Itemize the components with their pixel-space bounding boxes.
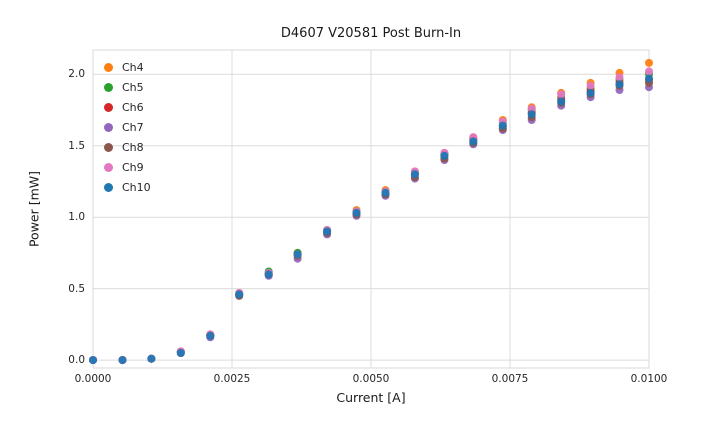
legend-marker-icon (104, 143, 113, 152)
y-tick-label: 0.5 (68, 282, 85, 295)
x-tick-label: 0.0100 (630, 373, 668, 385)
scatter-point-ch9 (615, 73, 624, 82)
legend-item-ch5: Ch5 (104, 81, 151, 94)
scatter-point-ch10 (381, 188, 390, 197)
scatter-point-ch10 (352, 208, 361, 217)
legend-marker-icon (104, 103, 113, 112)
scatter-point-ch9 (586, 81, 595, 90)
legend-item-ch10: Ch10 (104, 181, 151, 194)
scatter-point-ch10 (176, 349, 185, 357)
scatter-point-ch10 (527, 110, 536, 119)
legend-item-ch4: Ch4 (104, 61, 151, 74)
legend-marker-icon (104, 83, 113, 92)
legend-marker-icon (104, 123, 113, 132)
x-tick-label: 0.0025 (213, 373, 251, 385)
legend-label: Ch4 (122, 61, 144, 74)
legend-item-ch8: Ch8 (104, 141, 151, 154)
chart-legend: Ch4 Ch5 Ch6 Ch7 Ch8 Ch9 Ch10 (104, 61, 151, 194)
scatter-point-ch9 (645, 67, 653, 76)
scatter-point-ch10 (89, 356, 97, 365)
scatter-point-ch10 (293, 250, 302, 259)
scatter-point-ch10 (235, 290, 244, 299)
legend-item-ch6: Ch6 (104, 101, 151, 114)
scatter-point-ch10 (440, 151, 449, 160)
legend-label: Ch5 (122, 81, 144, 94)
scatter-point-ch10 (586, 88, 595, 97)
x-tick-label: 0.0000 (74, 373, 112, 385)
legend-label: Ch8 (122, 141, 144, 154)
legend-label: Ch10 (122, 181, 151, 194)
scatter-point-ch10 (645, 74, 653, 83)
x-tick-label: 0.0075 (491, 373, 529, 385)
y-tick-label: 1.0 (68, 211, 85, 224)
scatter-point-ch10 (206, 331, 215, 340)
scatter-point-ch4 (645, 58, 653, 67)
x-axis-label: Current [A] (336, 390, 406, 405)
legend-marker-icon (104, 63, 113, 72)
legend-label: Ch6 (122, 101, 144, 114)
x-tick-label: 0.0050 (352, 373, 390, 385)
scatter-point-ch10 (557, 97, 566, 106)
y-tick-label: 1.5 (68, 139, 85, 152)
y-tick-label: 0.0 (68, 354, 85, 367)
scatter-point-ch9 (557, 90, 566, 99)
legend-label: Ch7 (122, 121, 144, 134)
scatter-point-ch9 (527, 104, 536, 113)
legend-marker-icon (104, 183, 113, 192)
y-axis-label: Power [mW] (26, 170, 42, 248)
scatter-point-ch10 (118, 356, 127, 365)
scatter-point-ch10 (323, 227, 332, 236)
scatter-point-ch10 (469, 137, 478, 146)
scatter-point-ch10 (147, 354, 156, 363)
legend-label: Ch9 (122, 161, 144, 174)
chart-title: D4607 V20581 Post Burn-In (280, 26, 462, 41)
plot-border (92, 49, 650, 369)
scatter-point-ch10 (615, 80, 624, 89)
scatter-point-ch10 (498, 121, 507, 130)
legend-item-ch7: Ch7 (104, 121, 151, 134)
legend-item-ch9: Ch9 (104, 161, 151, 174)
scatter-point-ch10 (264, 270, 273, 279)
scatter-point-ch10 (410, 170, 419, 179)
y-tick-label: 2.0 (68, 68, 85, 81)
legend-marker-icon (104, 163, 113, 172)
